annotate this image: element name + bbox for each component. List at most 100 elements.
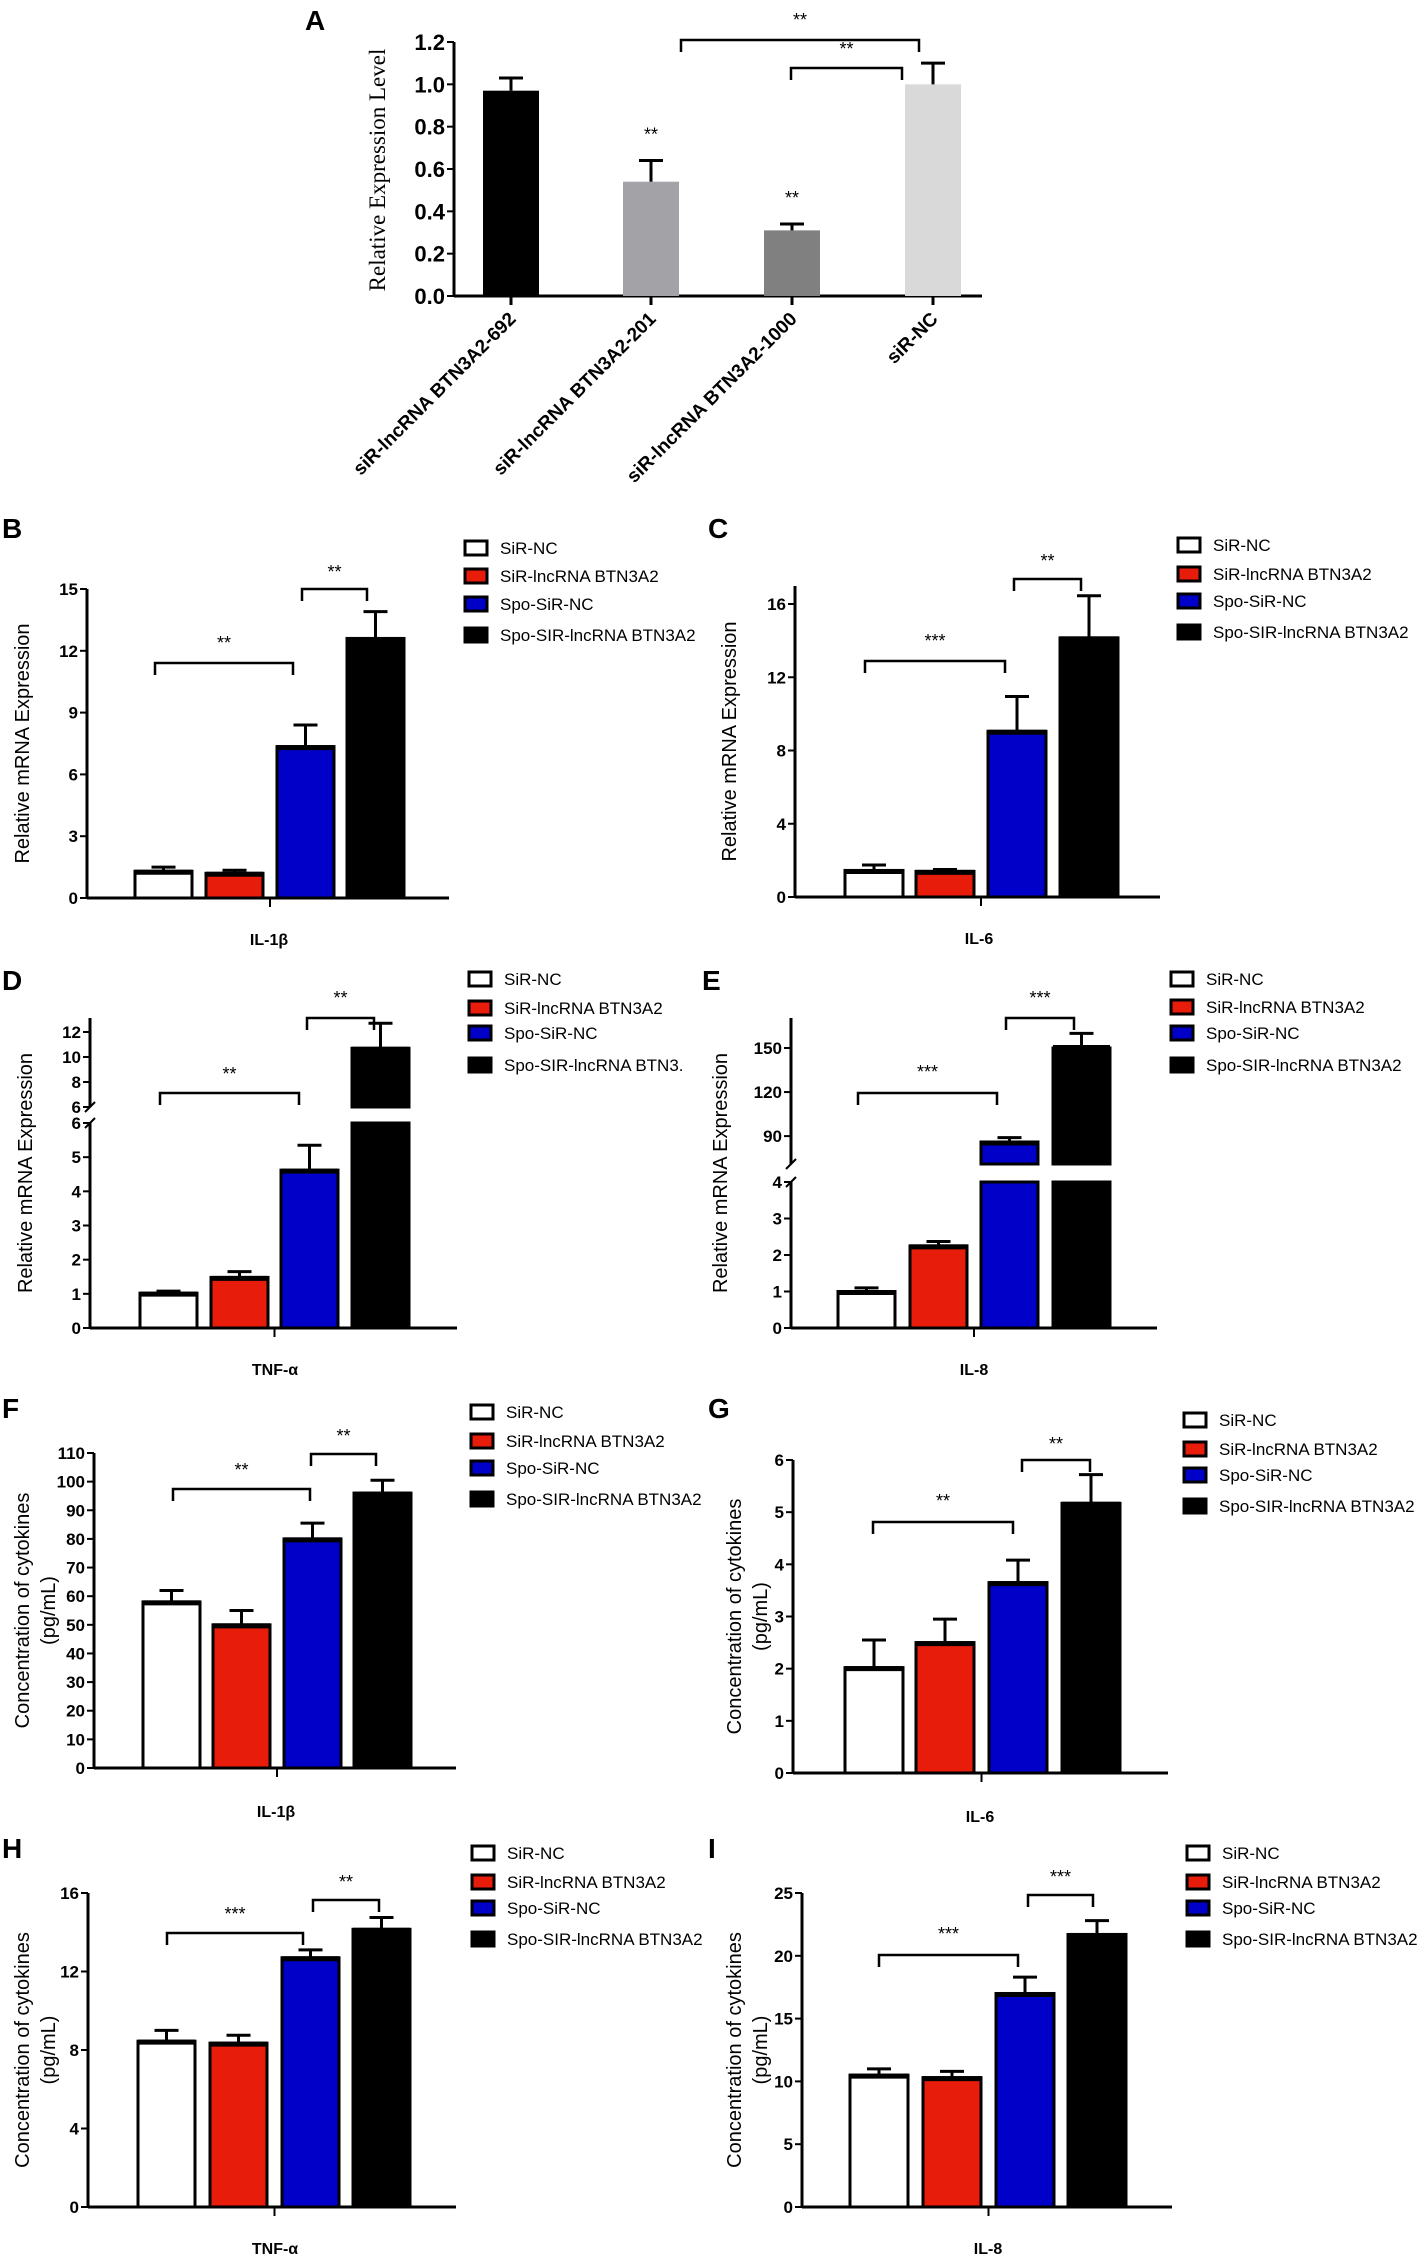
significance-bracket <box>309 1452 378 1466</box>
legend-label: SiR-lncRNA BTN3A2 <box>507 1873 666 1892</box>
significance-bracket <box>863 659 1007 673</box>
significance-bracket <box>311 1898 381 1912</box>
legend-label: Spo-SiR-NC <box>500 595 594 614</box>
bar <box>1066 1932 1128 2209</box>
bar <box>914 1641 976 1775</box>
y-tick-label: 0.0 <box>414 284 445 309</box>
legend-label: SiR-lncRNA BTN3A2 <box>506 1432 665 1451</box>
bar <box>208 2041 269 2209</box>
y-tick-label: 4 <box>777 815 787 834</box>
legend-swatch <box>470 1844 496 1862</box>
x-category-label: IL-1β <box>250 932 288 949</box>
significance-stars: *** <box>1050 1867 1071 1887</box>
panel-e: E 0 1 2 3 4 90 120 150 Relative mRNA Expression IL… <box>702 965 1402 1379</box>
y-tick-label: 3 <box>773 1210 782 1229</box>
panel-letter: H <box>2 1833 22 1864</box>
significance-bracket <box>165 1931 305 1945</box>
legend-swatch <box>1185 1873 1211 1891</box>
legend-swatch <box>1182 1411 1208 1429</box>
bar <box>280 1956 341 2209</box>
y-tick-label: 8 <box>70 2041 79 2060</box>
y-tick-label: 5 <box>72 1148 81 1167</box>
y-axis-title: (pg/mL) <box>38 2016 60 2085</box>
y-tick-label: 60 <box>66 1587 85 1606</box>
legend-label: SiR-NC <box>1206 970 1264 989</box>
panel-f: F 0 10 20 30 40 50 60 70 80 90 100 110 Concentration … <box>2 1393 702 1821</box>
legend-swatch <box>467 1024 493 1042</box>
x-category-label: IL-1β <box>257 1804 295 1821</box>
y-tick-label: 30 <box>66 1673 85 1692</box>
axis-break-mark <box>785 1158 797 1170</box>
panel-letter: F <box>2 1393 19 1424</box>
y-tick-label: 5 <box>775 1503 784 1522</box>
legend-label: Spo-SIR-lncRNA BTN3A2 <box>1219 1497 1415 1516</box>
y-tick-label: 150 <box>754 1039 782 1058</box>
significance-stars: ** <box>222 1064 236 1084</box>
y-tick-label: 4 <box>72 1182 82 1201</box>
significance-bracket <box>305 1016 376 1030</box>
legend-label: SiR-NC <box>504 970 562 989</box>
y-tick-label: 110 <box>58 1444 85 1463</box>
bar <box>352 1491 413 1770</box>
y-tick-label: 2 <box>72 1251 81 1270</box>
significance-bracket <box>1020 1458 1092 1472</box>
legend: SiR-NC SiR-lncRNA BTN3A2 Spo-SiR-NC Spo-SIR… <box>1185 1844 1418 1949</box>
legend-label: SiR-NC <box>507 1844 565 1863</box>
legend-swatch <box>1169 998 1195 1016</box>
legend-label: Spo-SIR-lncRNA BTN3A2 <box>506 1490 702 1509</box>
y-tick-label: 50 <box>66 1616 85 1635</box>
significance-bracket <box>300 587 369 601</box>
y-tick-label: 8 <box>72 1073 81 1092</box>
panel-i: I 0 5 10 15 20 25 Concentration of cytokines (pg… <box>708 1833 1418 2258</box>
y-axis-title: Relative mRNA Expression <box>15 1053 37 1293</box>
panel-g: G 0 1 2 3 4 5 6 Concentration of cytokines (pg/mL… <box>708 1393 1415 1826</box>
y-tick-label: 8 <box>777 742 786 761</box>
y-tick-label: 4 <box>773 1173 783 1192</box>
legend: SiR-NC SiR-lncRNA BTN3A2 Spo-SiR-NC Spo-SIR… <box>1182 1411 1415 1516</box>
legend-label: Spo-SiR-NC <box>1219 1466 1313 1485</box>
legend-swatch <box>469 1490 495 1508</box>
y-tick-label: 100 <box>57 1473 85 1492</box>
y-tick-label: 0 <box>76 1759 85 1778</box>
y-tick-label: 20 <box>774 1947 793 1966</box>
bar <box>282 1537 343 1770</box>
y-tick-label: 1 <box>773 1283 782 1302</box>
x-tick-label: siR-lncRNA BTN3A2-1000 <box>623 309 802 488</box>
y-tick-label: 90 <box>66 1501 85 1520</box>
legend-swatch <box>470 1873 496 1891</box>
y-tick-label: 3 <box>69 827 78 846</box>
y-tick-label: 40 <box>66 1644 85 1663</box>
y-tick-label: 0 <box>773 1319 782 1338</box>
legend-swatch <box>467 1056 493 1074</box>
y-tick-label: 4 <box>775 1555 785 1574</box>
y-tick-label: 6 <box>775 1451 784 1470</box>
y-tick-label: 1.2 <box>414 30 445 55</box>
legend-label: SiR-lncRNA BTN3A2 <box>500 567 659 586</box>
bar <box>987 1581 1049 1775</box>
bar <box>843 868 905 899</box>
bar <box>350 1121 411 1330</box>
panel-letter: B <box>2 513 22 544</box>
y-tick-label: 12 <box>767 668 786 687</box>
legend-swatch <box>1182 1466 1208 1484</box>
legend-label: SiR-lncRNA BTN3A2 <box>1213 565 1372 584</box>
x-tick-label: siR-lncRNA BTN3A2-201 <box>489 308 660 479</box>
bar <box>209 1275 270 1330</box>
y-tick-label: 12 <box>59 642 78 661</box>
y-tick-label: 2 <box>773 1246 782 1265</box>
panel-letter: D <box>2 965 22 996</box>
y-tick-label: 0 <box>777 888 786 907</box>
y-tick-label: 0.4 <box>414 199 445 224</box>
panel-letter: G <box>708 1393 730 1424</box>
legend-label: Spo-SIR-lncRNA BTN3A2 <box>1213 623 1409 642</box>
significance-stars: ** <box>1049 1434 1063 1454</box>
y-tick-label: 0 <box>784 2198 793 2217</box>
legend-label: SiR-lncRNA BTN3A2 <box>1206 998 1365 1017</box>
y-axis-title: Concentration of cytokines <box>12 1932 34 2168</box>
legend-label: SiR-NC <box>1222 1844 1280 1863</box>
legend-swatch <box>1176 565 1202 583</box>
x-category-label: IL-6 <box>966 1809 995 1826</box>
bar <box>204 871 265 900</box>
legend-label: Spo-SIR-lncRNA BTN3A2 <box>507 1930 703 1949</box>
